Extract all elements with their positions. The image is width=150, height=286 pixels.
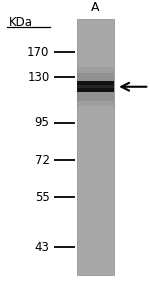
Text: 95: 95: [35, 116, 50, 129]
Text: 170: 170: [27, 46, 50, 59]
Text: 55: 55: [35, 191, 50, 204]
Text: 72: 72: [34, 154, 50, 166]
Text: 43: 43: [35, 241, 50, 254]
Text: KDa: KDa: [9, 16, 33, 29]
Bar: [77, 81, 114, 92]
Text: A: A: [91, 1, 100, 14]
Text: 130: 130: [27, 71, 50, 84]
Bar: [77, 67, 114, 106]
Bar: [77, 19, 114, 275]
Bar: [77, 85, 114, 88]
Bar: [77, 73, 114, 101]
